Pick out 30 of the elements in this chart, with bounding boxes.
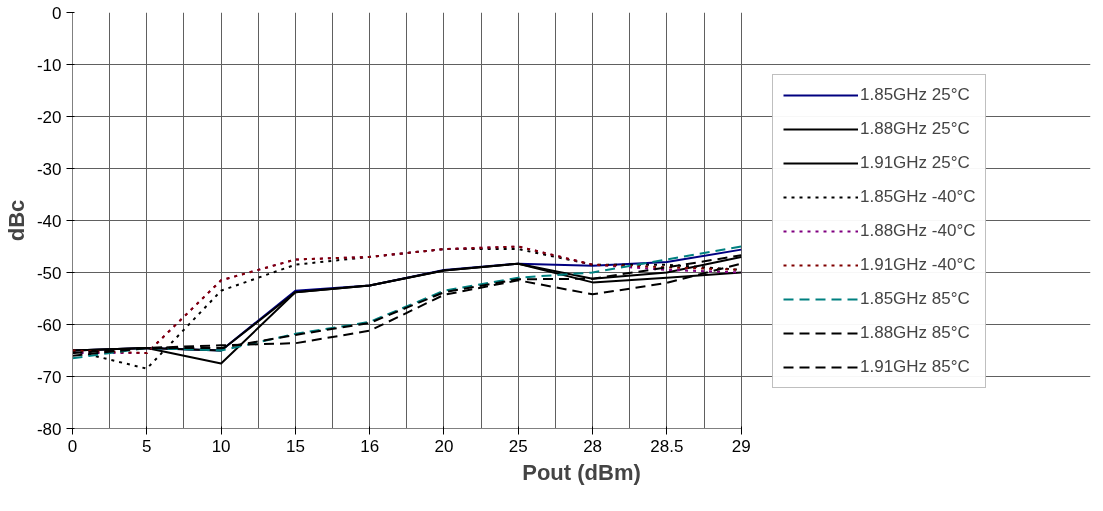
legend-label: 1.91GHz -40°C — [860, 255, 976, 275]
y-tick-label: -40 — [36, 211, 62, 231]
legend-label: 1.91GHz 85°C — [860, 357, 970, 377]
x-tick-label: 25 — [508, 436, 528, 456]
legend-label: 1.85GHz 25°C — [860, 85, 970, 105]
y-tick-label: -60 — [36, 315, 62, 335]
y-axis-title: dBc — [3, 199, 29, 242]
x-tick-label: 28 — [583, 436, 603, 456]
x-tick-label: 29 — [731, 436, 751, 456]
legend-label: 1.85GHz 85°C — [860, 289, 970, 309]
y-tick-label: -70 — [36, 367, 62, 387]
x-tick-label: 16 — [360, 436, 380, 456]
x-tick-label: 15 — [285, 436, 305, 456]
legend-label: 1.85GHz -40°C — [860, 187, 976, 207]
x-tick-label: 0 — [67, 436, 78, 456]
legend-label: 1.91GHz 25°C — [860, 153, 970, 173]
x-tick-label: 28.5 — [650, 436, 684, 456]
legend-label: 1.88GHz 25°C — [860, 119, 970, 139]
legend-label: 1.88GHz -40°C — [860, 221, 976, 241]
y-tick-label: 0 — [52, 3, 62, 23]
y-tick-label: -10 — [36, 55, 62, 75]
x-axis-title: Pout (dBm) — [522, 459, 641, 485]
x-tick-label: 20 — [434, 436, 454, 456]
y-tick-label: -30 — [36, 159, 62, 179]
y-tick-label: -20 — [36, 107, 62, 127]
y-tick-label: -80 — [36, 419, 62, 439]
legend-label: 1.88GHz 85°C — [860, 323, 970, 343]
x-tick-label: 5 — [142, 436, 152, 456]
x-tick-label: 10 — [211, 436, 231, 456]
y-tick-label: -50 — [36, 263, 62, 283]
